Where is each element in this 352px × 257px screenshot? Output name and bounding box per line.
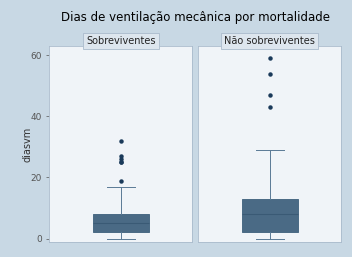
Text: Dias de ventilação mecânica por mortalidade: Dias de ventilação mecânica por mortalid… (61, 12, 330, 24)
PathPatch shape (242, 199, 298, 232)
Y-axis label: diasvm: diasvm (23, 126, 32, 162)
Text: Sobreviventes: Sobreviventes (86, 36, 156, 46)
Text: Não sobreviventes: Não sobreviventes (224, 36, 315, 46)
PathPatch shape (93, 214, 149, 232)
